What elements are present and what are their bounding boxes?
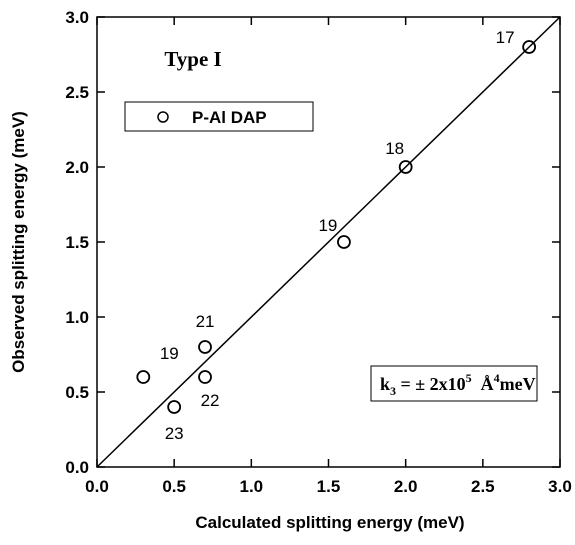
- point-label: 18: [385, 139, 404, 158]
- legend-label: P-Al DAP: [192, 108, 267, 127]
- data-point: [337, 235, 351, 249]
- text: meV: [500, 374, 536, 394]
- text: Å: [472, 374, 494, 394]
- data-point: [522, 40, 537, 54]
- point-label: 23: [165, 424, 184, 443]
- constant-annotation: k3 = ± 2x105 Å4meV: [380, 371, 536, 398]
- y-tick-label: 3.0: [65, 8, 89, 27]
- fit-line: [96, 16, 561, 468]
- text: 3: [390, 384, 396, 398]
- point-label: 22: [201, 391, 220, 410]
- x-tick-label: 1.0: [240, 477, 264, 496]
- y-tick-label: 0.5: [65, 383, 89, 402]
- x-tick-label: 2.5: [471, 477, 495, 496]
- x-axis-title: Calculated splitting energy (meV): [195, 513, 464, 532]
- data-point: [167, 400, 182, 414]
- point-label: 19: [318, 216, 337, 235]
- data-point: [198, 340, 212, 354]
- y-tick-label: 2.5: [65, 83, 89, 102]
- type-label: Type I: [164, 47, 221, 71]
- legend-box: [124, 101, 314, 132]
- text: 4: [494, 371, 500, 385]
- data-point: [136, 370, 151, 384]
- y-axis-title: Observed splitting energy (meV): [9, 111, 28, 373]
- x-tick-label: 1.5: [317, 477, 341, 496]
- legend-marker: [157, 111, 169, 123]
- annotation-box: [370, 365, 538, 402]
- point-label: 19: [160, 344, 179, 363]
- data-point: [198, 370, 212, 384]
- x-tick-label: 0.0: [85, 477, 109, 496]
- y-tick-label: 2.0: [65, 158, 89, 177]
- y-tick-label: 1.0: [65, 308, 89, 327]
- data-point: [398, 160, 413, 174]
- x-tick-label: 3.0: [548, 477, 572, 496]
- text: = ± 2x10: [396, 374, 466, 394]
- text: 5: [466, 371, 472, 385]
- x-tick-label: 0.5: [162, 477, 186, 496]
- x-tick-label: 2.0: [394, 477, 418, 496]
- point-label: 17: [496, 28, 515, 47]
- y-tick-label: 1.5: [65, 233, 89, 252]
- y-tick-label: 0.0: [65, 458, 89, 477]
- text: k: [380, 374, 390, 394]
- point-label: 21: [196, 312, 215, 331]
